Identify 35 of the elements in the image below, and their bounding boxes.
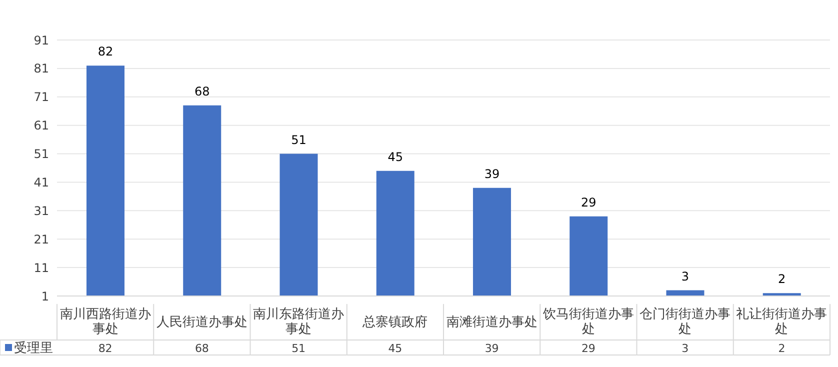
data-label: 3 bbox=[682, 342, 689, 355]
legend-label: 受理里 bbox=[14, 341, 53, 356]
y-tick-label: 91 bbox=[34, 33, 49, 48]
x-tick-label: 南滩街道办事处 bbox=[446, 315, 538, 330]
x-tick-label: 礼让街街道办事处 bbox=[736, 307, 828, 337]
y-tick-label: 61 bbox=[34, 118, 49, 133]
y-tick-label: 41 bbox=[34, 175, 49, 190]
x-tick-label: 南川西路街道办事处 bbox=[60, 307, 151, 337]
data-label: 45 bbox=[388, 342, 402, 355]
text: 68 bbox=[194, 84, 210, 98]
text: 45 bbox=[388, 150, 404, 164]
text: 29 bbox=[580, 195, 596, 210]
y-tick-label: 81 bbox=[34, 62, 49, 76]
data-label: 2 bbox=[778, 342, 786, 355]
x-tick-label: 南川东路街道办事处 bbox=[253, 307, 344, 337]
text: 82 bbox=[98, 44, 114, 59]
x-tick-label: 饮马街街道办事处 bbox=[542, 307, 634, 337]
y-tick-label: 51 bbox=[34, 147, 49, 162]
text: 39 bbox=[484, 166, 500, 181]
y-tick-label: 1 bbox=[41, 289, 49, 304]
text: 3 bbox=[681, 269, 690, 284]
y-tick-label: 71 bbox=[34, 90, 49, 104]
y-tick-label: 21 bbox=[34, 232, 49, 246]
x-tick-label: 人民街道办事处 bbox=[156, 315, 248, 330]
data-label: 82 bbox=[98, 342, 112, 355]
text: 2 bbox=[778, 272, 786, 286]
data-label: 39 bbox=[484, 342, 499, 355]
x-tick-label: 总寨镇政府 bbox=[362, 314, 428, 330]
data-label: 51 bbox=[292, 342, 306, 355]
data-label: 68 bbox=[194, 342, 209, 355]
text: 51 bbox=[291, 132, 306, 147]
data-label: 29 bbox=[581, 342, 596, 355]
x-tick-label: 仓门街街道办事处 bbox=[640, 306, 731, 337]
y-tick-label: 11 bbox=[34, 260, 49, 275]
y-tick-label: 31 bbox=[34, 204, 49, 218]
